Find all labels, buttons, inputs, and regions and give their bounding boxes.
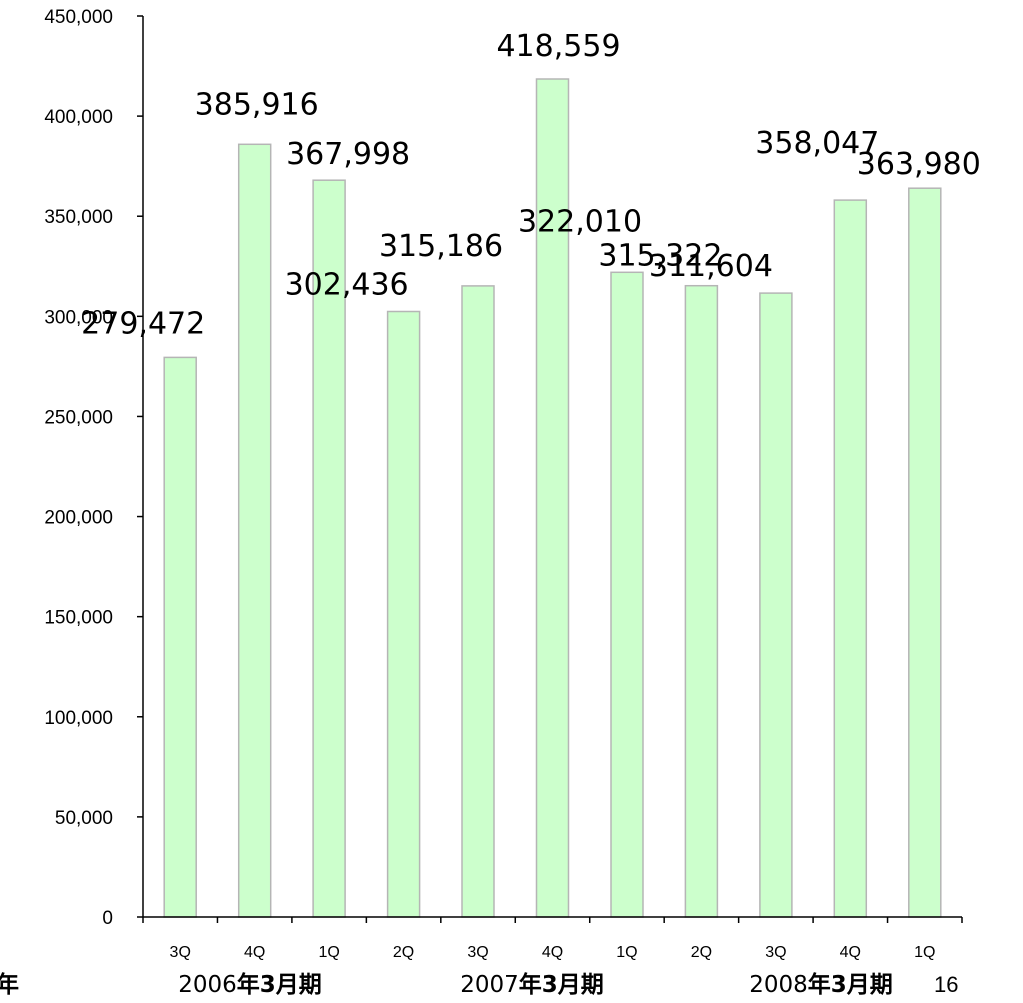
data-label: 311,604 [649,249,773,284]
data-label: 315,322 [598,239,722,274]
x-tick-label: 1Q [914,944,935,961]
bar-1q-10 [908,187,942,918]
x-tick-label: 4Q [244,944,265,961]
x-tick-label: 3Q [765,944,786,961]
page-number: 16 [934,972,958,997]
data-label: 279,472 [81,306,205,341]
data-label: 315,186 [379,229,503,264]
axes [137,15,963,923]
y-tick-label: 350,000 [44,207,113,228]
y-tick-label: 400,000 [44,107,113,128]
y-tick-labels: 0 50,000 100,000 150,000 200,000 250,000 300,0… [44,7,113,929]
x-tick-label: 4Q [542,944,563,961]
bar-1q-6 [610,271,644,918]
data-label: 322,010 [518,204,642,239]
x-tick-labels: 3Q 4Q 1Q 2Q 3Q 4Q 1Q 2Q 3Q 4Q 1Q [170,944,936,961]
data-label: 418,559 [496,29,620,64]
data-label: 367,998 [286,137,410,172]
x-tick-label: 2Q [393,944,414,961]
data-labels: 279,472 385,916 367,998 302,436 315,186 418,5… [81,29,981,341]
left-edge-fragment: 年 [0,971,19,998]
bar-4q-9 [833,199,868,918]
y-tick-label: 150,000 [44,608,113,629]
bar-4q-5 [535,78,570,918]
bars [163,78,942,918]
x-tick-label: 3Q [467,944,488,961]
x-tick-label: 1Q [318,944,339,961]
y-tick-label: 300,000 [44,307,113,328]
y-tick-label: 200,000 [44,508,113,529]
period-labels: 2006年3月期 2007年3月期 2008年3月期 [178,971,893,998]
period-label-2007: 2007年3月期 [460,971,604,998]
data-label: 302,436 [285,268,409,303]
data-label: 385,916 [195,87,319,122]
x-tick-label: 1Q [616,944,637,961]
bar-2q-3 [386,310,421,918]
data-label: 363,980 [857,147,981,182]
y-tick-label: 100,000 [44,708,113,729]
x-tick-label: 4Q [840,944,861,961]
bar-3q-8 [759,292,793,918]
data-label: 358,047 [755,126,879,161]
y-tick-label: 450,000 [44,7,113,28]
period-label-2006: 2006年3月期 [178,971,322,998]
bar-3q-4 [461,285,495,918]
bar-3q-0 [163,356,197,918]
period-label-2008: 2008年3月期 [749,971,893,998]
x-tick-label: 2Q [691,944,712,961]
bar-2q-7 [684,284,719,918]
y-tick-label: 50,000 [55,808,113,829]
x-tick-label: 3Q [170,944,191,961]
y-tick-label: 0 [102,908,113,929]
bar-4q-1 [237,143,272,918]
y-tick-label: 250,000 [44,407,113,428]
